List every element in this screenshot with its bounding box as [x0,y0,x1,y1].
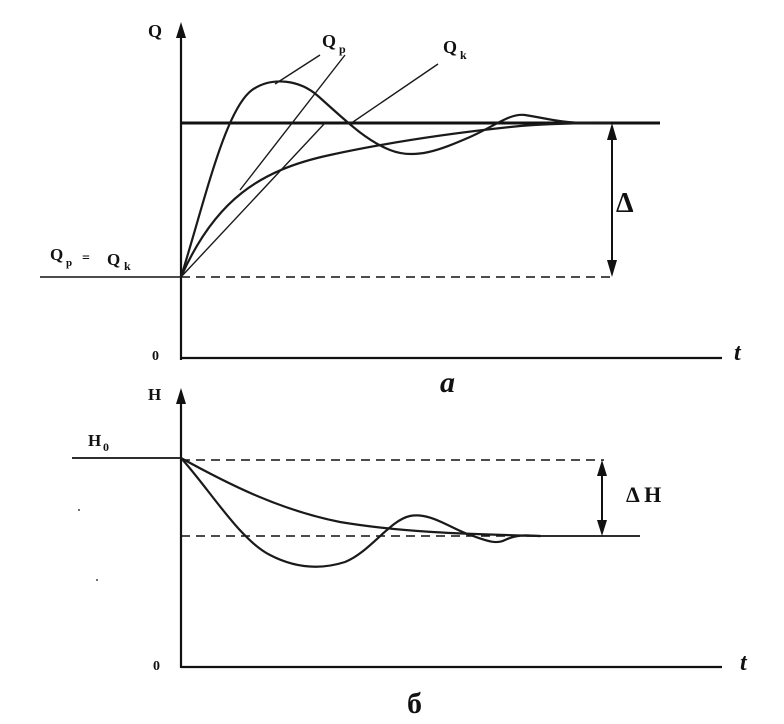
delta-h-arrow-top [597,460,607,476]
tangent-line [180,122,326,278]
qk-leader [349,63,439,125]
h-oscillating-curve [179,456,542,568]
qp-label-main: Q [322,31,336,51]
qp-leader-1 [274,54,321,85]
h0-label-sub: 0 [103,440,109,454]
qk-label-main: Q [443,37,457,57]
qp-curve [179,80,612,279]
origin-label-top: 0 [152,349,159,364]
t-axis-label-bottom: t [740,650,748,676]
eq-left-sub: p [66,257,72,269]
h0-label-main: H [88,431,101,450]
panel-b-label: б [407,687,422,720]
q-axis-label: Q [148,21,162,41]
t-axis-label-top: t [734,340,742,366]
delta-arrow-bottom [607,260,617,277]
qp-label-sub: p [339,42,346,56]
qp-leader-2 [239,54,346,191]
eq-left-main: Q [50,245,63,264]
eq-equals: = [82,251,90,266]
h-axis-arrowhead [176,388,186,404]
qk-curve [179,121,612,279]
panel-b: H t 0 H 0 Δ H б [72,385,748,720]
delta-h-arrow-bottom [597,520,607,536]
scan-specks [78,509,98,581]
eq-right-sub: k [124,259,131,273]
eq-right-main: Q [107,250,120,269]
origin-label-bottom: 0 [153,659,160,674]
panel-a-label: a [440,366,455,399]
h-axis-label: H [148,385,161,404]
delta-label: Δ [616,188,634,219]
panel-a: Q t 0 Q p Q k Q p = Q k Δ a [40,21,742,399]
delta-arrow-top [607,123,617,140]
q-axis-arrowhead [176,22,186,38]
qk-label-sub: k [460,48,467,62]
delta-h-label: Δ H [626,482,661,507]
h-monotone-curve [179,456,542,538]
